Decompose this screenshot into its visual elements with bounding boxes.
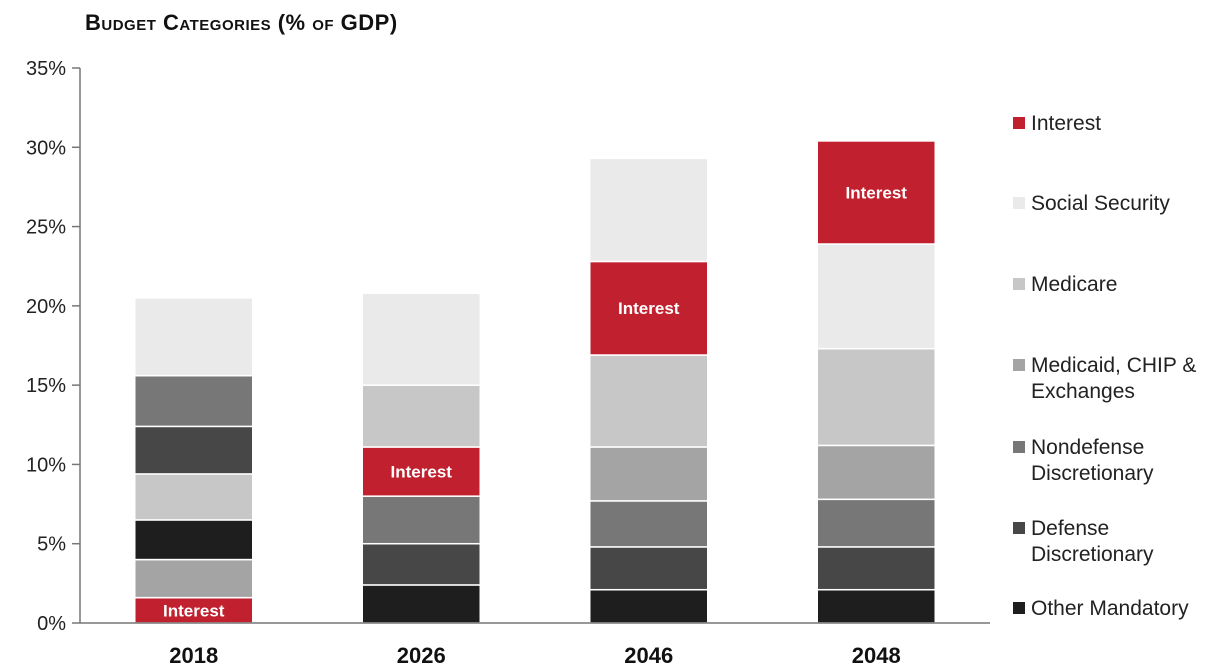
legend-swatch-nondefense-discretionary — [1013, 441, 1025, 453]
legend-label: Discretionary — [1031, 462, 1154, 485]
y-tick-label: 20% — [26, 296, 66, 318]
legend-swatch-medicare — [1013, 278, 1025, 290]
y-tick-label: 15% — [26, 375, 66, 397]
y-axis: 0% 5% 10% 15% 20% 25% 30% 35% — [26, 58, 81, 635]
bar-segment-defense-discretionary-2046 — [589, 546, 709, 591]
x-category-label: 2046 — [624, 643, 673, 668]
bar-segment-other-mandatory-2046 — [589, 588, 709, 624]
y-tick-label: 10% — [26, 454, 66, 476]
bar-segment-interest-2048 — [816, 140, 936, 245]
bar-segment-medicare-2048 — [816, 347, 936, 447]
y-tick-label: 30% — [26, 137, 66, 159]
x-category-label: 2018 — [169, 643, 218, 668]
x-category-label: 2026 — [397, 643, 446, 668]
legend-swatch-interest — [1013, 117, 1025, 129]
legend-label: Medicare — [1031, 273, 1117, 296]
segment-label-interest-2018: Interest — [163, 601, 225, 620]
bar-segment-other-mandatory-2018 — [134, 519, 254, 561]
legend-swatch-medicaid-chip-exchanges — [1013, 359, 1025, 371]
bar-segment-medicare-2026 — [361, 384, 481, 448]
legend-label: Defense — [1031, 517, 1109, 540]
y-tick-label: 0% — [37, 613, 66, 635]
bar-segment-nondefense-discretionary-2046 — [589, 500, 709, 548]
bar-segment-defense-discretionary-2048 — [816, 546, 936, 591]
bar-segment-social-security-2018 — [134, 297, 254, 377]
bar-segment-defense-discretionary-2018 — [134, 425, 254, 475]
legend-label: Nondefense — [1031, 436, 1144, 459]
legend-swatch-social-security — [1013, 197, 1025, 209]
legend-label: Exchanges — [1031, 380, 1135, 403]
bar-segment-other-mandatory-2026 — [361, 584, 481, 624]
bar-segment-interest-2018 — [134, 596, 254, 624]
segment-label-interest-2026: Interest — [391, 463, 453, 482]
legend-label: Social Security — [1031, 192, 1170, 215]
legend: Interest Social Security Medicare Medicaid,… — [1013, 112, 1196, 620]
bar-segment-medicaid-chip-exchanges-2048 — [816, 444, 936, 501]
bar-segment-social-security-2046 — [589, 157, 709, 263]
bar-segment-medicaid-chip-exchanges-2046 — [589, 446, 709, 502]
y-tick-label: 35% — [26, 58, 66, 80]
bar-segment-social-security-2048 — [816, 243, 936, 350]
bar-segment-defense-discretionary-2026 — [361, 542, 481, 586]
y-tick-label: 5% — [37, 534, 66, 556]
bar-segment-medicare-2018 — [134, 473, 254, 521]
legend-label: Other Mandatory — [1031, 597, 1189, 620]
bar-segment-nondefense-discretionary-2048 — [816, 498, 936, 548]
bar-segment-nondefense-discretionary-2018 — [134, 374, 254, 428]
segment-label-interest-2048: Interest — [846, 183, 908, 202]
bar-segment-medicaid-chip-exchanges-2018 — [134, 558, 254, 599]
x-category-label: 2048 — [852, 643, 901, 668]
chart-title: Budget Categories (% of GDP) — [85, 10, 398, 35]
segment-label-interest-2046: Interest — [618, 299, 680, 318]
bars: Interest Interest Interest Interest — [134, 140, 936, 624]
legend-label: Discretionary — [1031, 543, 1154, 566]
legend-swatch-other-mandatory — [1013, 602, 1025, 614]
bar-segment-nondefense-discretionary-2026 — [361, 495, 481, 545]
legend-swatch-defense-discretionary — [1013, 522, 1025, 534]
bar-segment-other-mandatory-2048 — [816, 588, 936, 624]
bar-segment-social-security-2026 — [361, 292, 481, 386]
x-axis: 2018 2026 2046 2048 — [80, 622, 990, 668]
legend-label: Interest — [1031, 112, 1101, 135]
bar-segment-medicare-2046 — [589, 354, 709, 448]
y-tick-label: 25% — [26, 217, 66, 239]
legend-label: Medicaid, CHIP & — [1031, 354, 1196, 377]
